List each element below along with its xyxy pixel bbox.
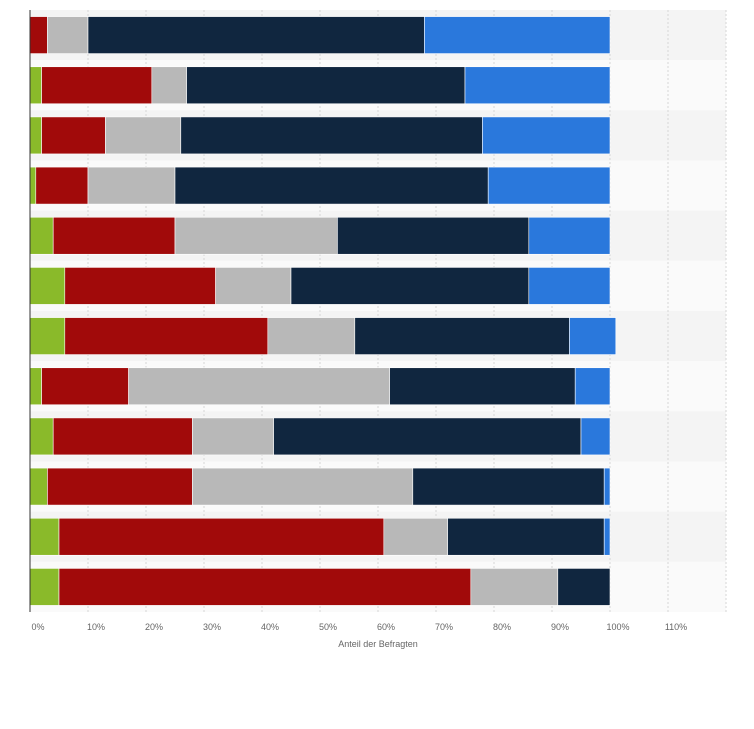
bar-segment[interactable] [105, 116, 182, 155]
bar-segment[interactable] [389, 367, 576, 406]
bar-segment[interactable] [29, 517, 60, 556]
bar-segment[interactable] [273, 417, 582, 456]
bar-segment[interactable] [464, 66, 611, 105]
bar-segment[interactable] [174, 166, 489, 205]
x-tick-label: 70% [435, 622, 453, 632]
bar-segment[interactable] [29, 467, 48, 506]
x-tick-label: 80% [493, 622, 511, 632]
bar-segment[interactable] [64, 317, 269, 355]
x-tick-label: 0% [31, 622, 44, 632]
bar-segment[interactable] [29, 116, 42, 155]
x-tick-label: 90% [551, 622, 569, 632]
bar-segment[interactable] [52, 417, 193, 456]
bar-segment[interactable] [174, 216, 338, 255]
bar-segment[interactable] [290, 267, 530, 305]
bar-segment[interactable] [58, 568, 472, 606]
bar-segment[interactable] [29, 16, 48, 54]
bar-segment[interactable] [528, 267, 611, 305]
bar-segment[interactable] [447, 517, 605, 556]
bar-segment[interactable] [192, 417, 274, 456]
bar-segment[interactable] [87, 16, 425, 54]
bar-segment[interactable] [47, 16, 89, 54]
x-tick-label: 50% [319, 622, 337, 632]
x-tick-label: 40% [261, 622, 279, 632]
bar-segment[interactable] [64, 267, 216, 305]
bar-segment[interactable] [412, 467, 605, 506]
x-tick-label: 20% [145, 622, 163, 632]
bar-segment[interactable] [29, 216, 54, 255]
x-tick-label: 100% [606, 622, 629, 632]
bar-segment[interactable] [354, 317, 570, 355]
bar-segment[interactable] [29, 568, 60, 606]
x-axis-title: Anteil der Befragten [338, 639, 418, 649]
x-tick-label: 60% [377, 622, 395, 632]
bar-segment[interactable] [35, 166, 89, 205]
bar-segment[interactable] [151, 66, 187, 105]
bar-segment[interactable] [482, 116, 611, 155]
x-tick-labels: 0% 10% 20% 30% 40% 50% 60% 70% 80% 90% 100% 110% [31, 622, 687, 632]
bar-segment[interactable] [29, 417, 54, 456]
bar-segment[interactable] [215, 267, 292, 305]
bars [29, 16, 617, 606]
bar-segment[interactable] [470, 568, 559, 606]
bar-segment[interactable] [41, 116, 106, 155]
bar-segment[interactable] [47, 467, 193, 506]
bar-segment[interactable] [192, 467, 414, 506]
bar-segment[interactable] [41, 66, 153, 105]
bar-segment[interactable] [580, 417, 611, 456]
bar-segment[interactable] [574, 367, 611, 406]
bar-segment[interactable] [52, 216, 176, 255]
bar-segment[interactable] [337, 216, 530, 255]
bar-segment[interactable] [424, 16, 611, 54]
bar-segment[interactable] [41, 367, 129, 406]
bar-segment[interactable] [603, 467, 611, 506]
bar-segment[interactable] [128, 367, 390, 406]
bar-segment[interactable] [557, 568, 611, 606]
x-tick-label: 110% [665, 622, 687, 632]
bar-segment[interactable] [569, 317, 617, 355]
bar-segment[interactable] [528, 216, 611, 255]
bar-segment[interactable] [29, 367, 42, 406]
bar-segment[interactable] [58, 517, 385, 556]
x-tick-label: 10% [87, 622, 105, 632]
x-tick-label: 30% [203, 622, 221, 632]
bar-segment[interactable] [383, 517, 448, 556]
bar-segment[interactable] [29, 166, 37, 205]
bar-segment[interactable] [29, 66, 42, 105]
bar-segment[interactable] [180, 116, 483, 155]
bar-segment[interactable] [186, 66, 466, 105]
bar-segment[interactable] [487, 166, 611, 205]
bar-segment[interactable] [267, 317, 356, 355]
bar-segment[interactable] [29, 267, 66, 305]
bar-segment[interactable] [87, 166, 176, 205]
bar-segment[interactable] [29, 317, 66, 355]
bar-segment[interactable] [603, 517, 611, 556]
